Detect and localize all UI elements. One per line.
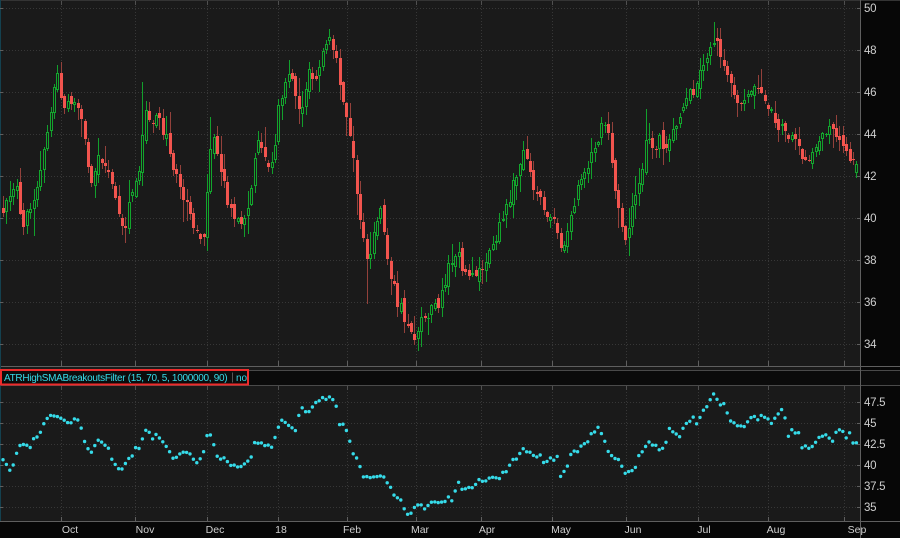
svg-text:Jul: Jul	[697, 524, 710, 536]
svg-text:42.5: 42.5	[864, 439, 885, 451]
svg-text:Sep: Sep	[848, 524, 867, 536]
svg-text:Nov: Nov	[136, 524, 155, 536]
svg-text:47.5: 47.5	[864, 397, 885, 409]
svg-text:44: 44	[864, 129, 877, 141]
svg-text:Mar: Mar	[411, 524, 430, 536]
svg-text:no: no	[236, 373, 248, 384]
svg-text:ATRHighSMABreakoutsFilter (15,: ATRHighSMABreakoutsFilter (15, 70, 5, 10…	[4, 373, 227, 384]
svg-text:46: 46	[864, 87, 876, 99]
svg-text:18: 18	[275, 524, 287, 536]
svg-text:34: 34	[864, 339, 877, 351]
svg-text:Feb: Feb	[343, 524, 361, 536]
svg-text:50: 50	[864, 3, 876, 15]
svg-text:May: May	[551, 524, 572, 536]
svg-text:Apr: Apr	[479, 524, 496, 536]
svg-text:Jun: Jun	[625, 524, 642, 536]
svg-text:35: 35	[864, 502, 876, 514]
svg-text:Oct: Oct	[62, 524, 78, 536]
svg-text:Aug: Aug	[767, 524, 786, 536]
svg-text:Dec: Dec	[206, 524, 225, 536]
svg-text:40: 40	[864, 213, 876, 225]
svg-text:42: 42	[864, 171, 876, 183]
svg-text:36: 36	[864, 297, 876, 309]
svg-text:45: 45	[864, 418, 876, 430]
svg-text:38: 38	[864, 255, 876, 267]
svg-text:40: 40	[864, 460, 876, 472]
svg-text:48: 48	[864, 45, 876, 57]
svg-text:37.5: 37.5	[864, 481, 885, 493]
